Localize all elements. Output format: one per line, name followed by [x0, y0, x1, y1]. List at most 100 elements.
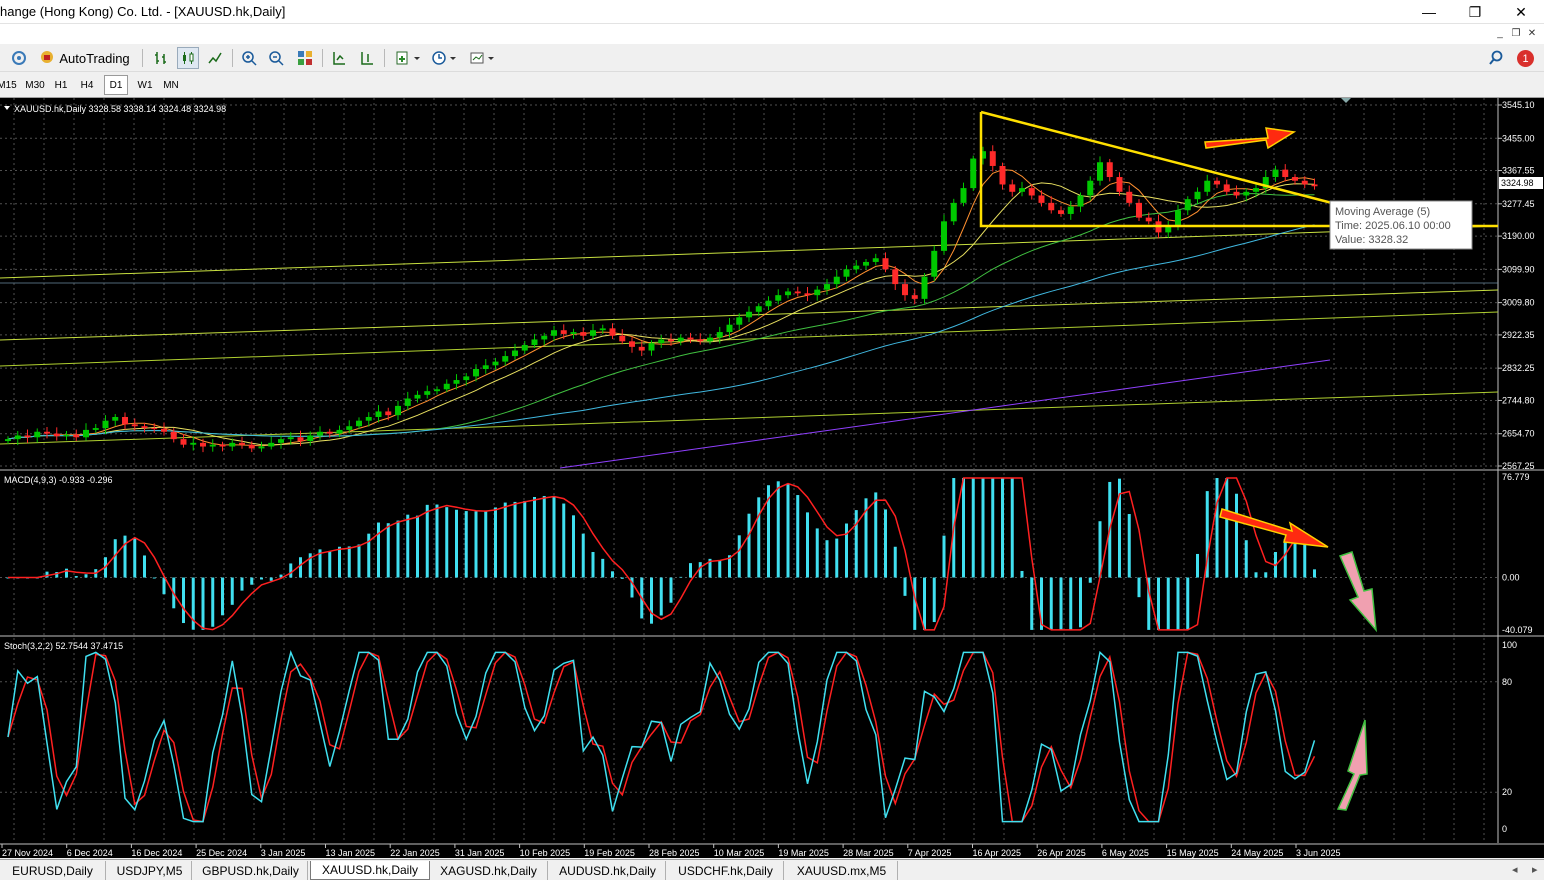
macd-bar [133, 537, 137, 578]
macd-bar [1176, 577, 1180, 630]
date-label: 26 Apr 2025 [1037, 848, 1086, 858]
candle-body [746, 311, 752, 318]
chart-tab[interactable]: XAUUSD.hk,Daily [310, 861, 430, 880]
chart-tab[interactable]: GBPUSD.hk,Daily [194, 861, 308, 880]
candle-body [1243, 191, 1250, 196]
candlestick-icon[interactable] [177, 47, 199, 69]
minimize-icon[interactable]: — [1422, 4, 1436, 20]
macd-bar [1059, 577, 1063, 630]
date-label: 3 Jan 2025 [261, 848, 306, 858]
macd-bar [84, 574, 88, 578]
scroll-right-icon[interactable]: ▸ [1532, 864, 1538, 876]
candle-body [141, 426, 148, 429]
date-label: 3 Jun 2025 [1296, 848, 1341, 858]
macd-bar [1001, 478, 1004, 578]
macd-bar [1313, 569, 1316, 578]
close-icon[interactable]: ✕ [1515, 3, 1527, 20]
macd-bar [513, 501, 517, 578]
candle-body [521, 345, 528, 351]
chart-tab[interactable]: XAGUSD.hk,Daily [430, 861, 548, 880]
templates-dropdown[interactable] [466, 47, 498, 69]
zoom-out-icon[interactable] [265, 47, 287, 69]
price-label: 2922.35 [1502, 330, 1535, 340]
candle-body [239, 442, 245, 445]
signal-icon[interactable] [8, 47, 30, 69]
timeframe-h1[interactable]: H1 [54, 79, 68, 91]
zoom-in-icon[interactable] [238, 47, 260, 69]
macd-bar [1244, 540, 1248, 578]
macd-header: MACD(4,9,3) -0.933 -0.296 [4, 475, 113, 485]
macd-bar [1254, 572, 1258, 578]
date-label: 28 Mar 2025 [843, 848, 894, 858]
date-label: 19 Mar 2025 [778, 848, 829, 858]
mdi-close-icon[interactable]: ✕ [1527, 27, 1537, 39]
candle-body [473, 368, 479, 377]
chart-tab[interactable]: EURUSD,Daily [0, 861, 106, 880]
candle-body [24, 435, 31, 438]
chart-area[interactable]: 3545.10 3455.00 3367.55 3277.45 3190.00 3099.… [0, 98, 1544, 858]
indicators-dropdown[interactable] [392, 47, 424, 69]
timeframe-mn[interactable]: MN [163, 79, 179, 91]
macd-bar [279, 574, 283, 578]
macd-bar [923, 577, 926, 630]
chart-tab[interactable]: USDCHF.hk,Daily [668, 861, 784, 880]
timeframe-m15[interactable]: M15 [0, 79, 17, 91]
price-label: 3545.10 [1502, 100, 1535, 110]
candle-body [531, 339, 538, 346]
date-label: 16 Apr 2025 [973, 848, 1022, 858]
channel-line [559, 359, 1331, 469]
timeframe-m30[interactable]: M30 [25, 79, 45, 91]
autoscroll-icon[interactable] [328, 47, 350, 69]
candle-body [892, 269, 899, 285]
macd-bar [308, 553, 312, 578]
candle-body [1087, 180, 1094, 196]
stoch-scale-label: 100 [1502, 640, 1517, 650]
candle-body [482, 365, 489, 369]
chart-tab[interactable]: XAUUSD.mx,M5 [786, 861, 898, 880]
macd-bar [1157, 577, 1160, 630]
bar-chart-icon[interactable] [150, 47, 172, 69]
chart-canvas[interactable]: 3545.10 3455.00 3367.55 3277.45 3190.00 3099.… [0, 98, 1544, 858]
macd-bar [737, 535, 741, 578]
macd-bar [650, 577, 653, 624]
candle-body [794, 291, 801, 294]
macd-bar [796, 495, 800, 578]
channel-line [0, 311, 1499, 367]
scroll-left-icon[interactable]: ◂ [1512, 864, 1518, 876]
autotrading-button[interactable]: AutoTrading [36, 47, 132, 69]
candle-body [658, 339, 665, 344]
date-label: 16 Dec 2024 [131, 848, 182, 858]
timeframe-d1[interactable]: D1 [104, 75, 128, 95]
price-label: 2832.25 [1502, 363, 1535, 373]
candle-body [1009, 184, 1016, 192]
macd-bar [991, 478, 995, 578]
candle-body [648, 343, 655, 351]
notifications-button[interactable]: 1 [1512, 47, 1540, 69]
chart-shift-icon[interactable] [356, 47, 378, 69]
chart-tab[interactable]: AUDUSD.hk,Daily [550, 861, 666, 880]
search-icon[interactable] [1486, 47, 1506, 69]
candle-body [102, 420, 109, 429]
restore-icon[interactable]: ❐ [1468, 3, 1482, 20]
macd-scale-label: -40.079 [1502, 625, 1533, 635]
tile-windows-icon[interactable] [294, 47, 316, 69]
price-label: 2567.25 [1502, 461, 1535, 471]
macd-bar [65, 568, 68, 578]
mdi-restore-icon[interactable]: ❐ [1511, 27, 1521, 39]
candle-body [687, 337, 694, 340]
candle-body [609, 328, 616, 336]
candle-body [346, 426, 353, 430]
timeframe-w1[interactable]: W1 [137, 79, 153, 91]
candle-body [1282, 169, 1289, 178]
macd-bar [611, 571, 614, 578]
chart-tab[interactable]: USDJPY,M5 [108, 861, 192, 880]
line-chart-icon[interactable] [204, 47, 226, 69]
stoch-scale-label: 80 [1502, 677, 1512, 687]
timeframe-h4[interactable]: H4 [80, 79, 94, 91]
macd-bar [1225, 478, 1229, 578]
macd-bar [494, 507, 497, 578]
macd-bar [338, 546, 341, 578]
periods-dropdown[interactable] [428, 47, 460, 69]
macd-bar [1166, 577, 1170, 630]
mdi-minimize-icon[interactable]: _ [1497, 27, 1503, 39]
